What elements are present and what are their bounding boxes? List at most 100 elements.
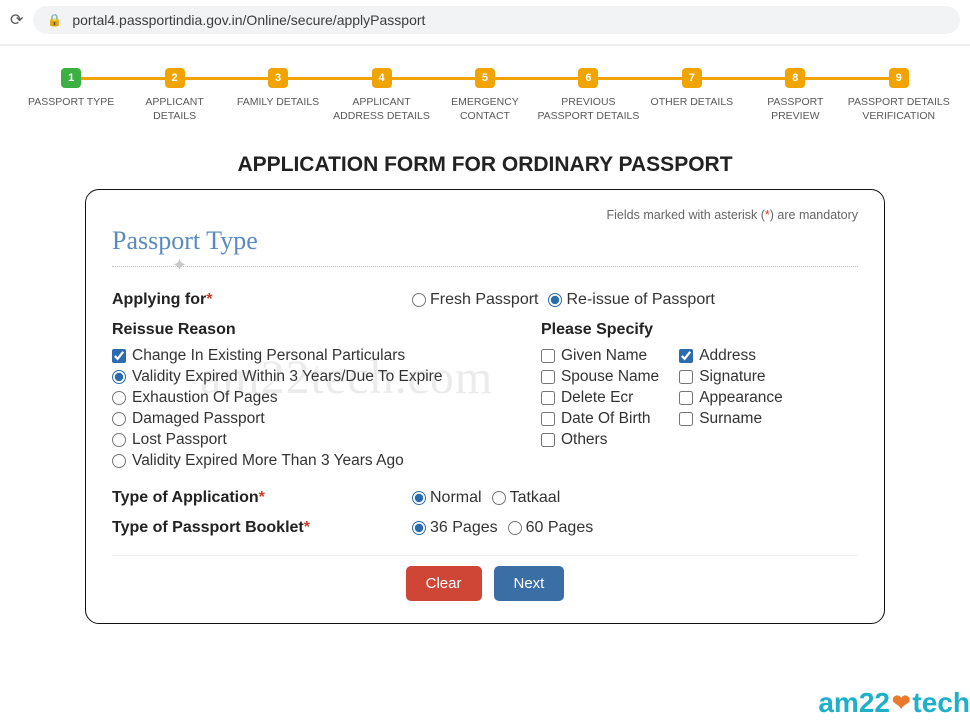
specify-checkbox[interactable]: [679, 412, 693, 426]
reload-icon[interactable]: ⟳: [10, 10, 23, 30]
clear-button[interactable]: Clear: [406, 566, 482, 601]
option-label: Signature: [699, 368, 765, 386]
specify-title: Please Specify: [541, 321, 858, 339]
applying-for-radio[interactable]: [548, 293, 562, 307]
specify-checkbox[interactable]: [541, 391, 555, 405]
booklet-options: 36 Pages 60 Pages: [412, 519, 597, 537]
option-label: Exhaustion Of Pages: [132, 389, 278, 407]
option-label: Lost Passport: [132, 431, 227, 449]
step-7[interactable]: 7OTHER DETAILS: [641, 68, 743, 110]
specify-option[interactable]: Address: [679, 347, 783, 365]
step-badge: 3: [268, 68, 288, 88]
form-card: Fields marked with asterisk (*) are mand…: [85, 189, 885, 624]
step-badge: 5: [475, 68, 495, 88]
step-9[interactable]: 9PASSPORT DETAILS VERIFICATION: [848, 68, 950, 123]
app-type-label: Type of Application*: [112, 489, 412, 507]
app-type-option[interactable]: Normal: [412, 489, 482, 507]
specify-checkbox[interactable]: [679, 370, 693, 384]
specify-option[interactable]: Appearance: [679, 389, 783, 407]
reissue-option[interactable]: Validity Expired More Than 3 Years Ago: [112, 452, 541, 470]
option-label: Appearance: [699, 389, 783, 407]
app-type-radio[interactable]: [412, 491, 426, 505]
specify-option[interactable]: Signature: [679, 368, 783, 386]
specify-checkbox[interactable]: [541, 349, 555, 363]
step-1[interactable]: 1 PASSPORT TYPE: [20, 68, 122, 110]
reissue-option[interactable]: Validity Expired Within 3 Years/Due To E…: [112, 368, 541, 386]
reissue-radio[interactable]: [112, 454, 126, 468]
reissue-radio[interactable]: [112, 433, 126, 447]
option-label: Date Of Birth: [561, 410, 651, 428]
step-badge: 1: [61, 68, 81, 88]
specify-checkbox[interactable]: [541, 412, 555, 426]
option-label: Surname: [699, 410, 762, 428]
booklet-option[interactable]: 36 Pages: [412, 519, 498, 537]
app-type-option[interactable]: Tatkaal: [492, 489, 561, 507]
option-label: Validity Expired More Than 3 Years Ago: [132, 452, 404, 470]
specify-checkbox[interactable]: [541, 370, 555, 384]
specify-option[interactable]: Delete Ecr: [541, 389, 659, 407]
reissue-radio[interactable]: [112, 412, 126, 426]
option-label: 36 Pages: [430, 519, 498, 537]
booklet-radio[interactable]: [412, 521, 426, 535]
step-3[interactable]: 3FAMILY DETAILS: [227, 68, 329, 110]
specify-option[interactable]: Spouse Name: [541, 368, 659, 386]
step-8[interactable]: 8 PASSPORT PREVIEW: [744, 68, 846, 123]
option-label: 60 Pages: [526, 519, 594, 537]
reissue-radio[interactable]: [112, 370, 126, 384]
step-badge: 8: [785, 68, 805, 88]
option-label: Re-issue of Passport: [566, 291, 715, 309]
step-label: PREVIOUS PASSPORT DETAILS: [537, 96, 639, 123]
specify-option[interactable]: Surname: [679, 410, 783, 428]
option-label: Validity Expired Within 3 Years/Due To E…: [132, 368, 442, 386]
option-label: Given Name: [561, 347, 647, 365]
specify-option[interactable]: Others: [541, 431, 659, 449]
progress-stepper: 1 PASSPORT TYPE 2APPLICANT DETAILS3FAMILY …: [0, 46, 970, 133]
step-badge: 7: [682, 68, 702, 88]
option-label: Damaged Passport: [132, 410, 265, 428]
url-field[interactable]: 🔒 portal4.passportindia.gov.in/Online/se…: [33, 6, 960, 34]
applying-for-radio[interactable]: [412, 293, 426, 307]
app-type-radio[interactable]: [492, 491, 506, 505]
form-divider: [112, 555, 858, 556]
specify-option[interactable]: Date Of Birth: [541, 410, 659, 428]
specify-checkbox[interactable]: [679, 391, 693, 405]
step-label: PASSPORT PREVIEW: [767, 96, 823, 123]
step-badge: 2: [165, 68, 185, 88]
mandatory-note: Fields marked with asterisk (*) are mand…: [112, 208, 858, 222]
step-label: PASSPORT TYPE: [28, 96, 114, 110]
specify-checkbox[interactable]: [679, 349, 693, 363]
option-label: Fresh Passport: [430, 291, 538, 309]
option-label: Tatkaal: [510, 489, 561, 507]
step-5[interactable]: 5EMERGENCY CONTACT: [434, 68, 536, 123]
browser-address-bar: ⟳ 🔒 portal4.passportindia.gov.in/Online/…: [0, 0, 970, 44]
button-row: Clear Next: [112, 566, 858, 601]
lock-icon: 🔒: [47, 13, 62, 27]
specify-checkbox[interactable]: [541, 433, 555, 447]
reissue-option[interactable]: Change In Existing Personal Particulars: [112, 347, 541, 365]
step-2[interactable]: 2APPLICANT DETAILS: [123, 68, 225, 123]
applying-for-option[interactable]: Fresh Passport: [412, 291, 538, 309]
step-6[interactable]: 6 PREVIOUS PASSPORT DETAILS: [537, 68, 639, 123]
applying-for-option[interactable]: Re-issue of Passport: [548, 291, 715, 309]
reissue-option[interactable]: Lost Passport: [112, 431, 541, 449]
reissue-radio[interactable]: [112, 391, 126, 405]
specify-option[interactable]: Given Name: [541, 347, 659, 365]
page-title: APPLICATION FORM FOR ORDINARY PASSPORT: [0, 153, 970, 177]
app-type-options: Normal Tatkaal: [412, 489, 564, 507]
reissue-specify-block: Reissue Reason Change In Existing Person…: [112, 321, 858, 473]
option-label: Others: [561, 431, 608, 449]
booklet-option[interactable]: 60 Pages: [508, 519, 594, 537]
booklet-radio[interactable]: [508, 521, 522, 535]
applying-for-row: Applying for* Fresh PassportRe-issue of …: [112, 291, 858, 309]
reissue-option[interactable]: Exhaustion Of Pages: [112, 389, 541, 407]
option-label: Change In Existing Personal Particulars: [132, 347, 405, 365]
step-badge: 6: [578, 68, 598, 88]
step-4[interactable]: 4APPLICANT ADDRESS DETAILS: [330, 68, 432, 123]
booklet-label: Type of Passport Booklet*: [112, 519, 412, 537]
reissue-option[interactable]: Damaged Passport: [112, 410, 541, 428]
url-text: portal4.passportindia.gov.in/Online/secu…: [72, 12, 425, 28]
next-button[interactable]: Next: [494, 566, 565, 601]
reissue-checkbox[interactable]: [112, 349, 126, 363]
option-label: Spouse Name: [561, 368, 659, 386]
booklet-row: Type of Passport Booklet* 36 Pages 60 Pag…: [112, 519, 858, 537]
